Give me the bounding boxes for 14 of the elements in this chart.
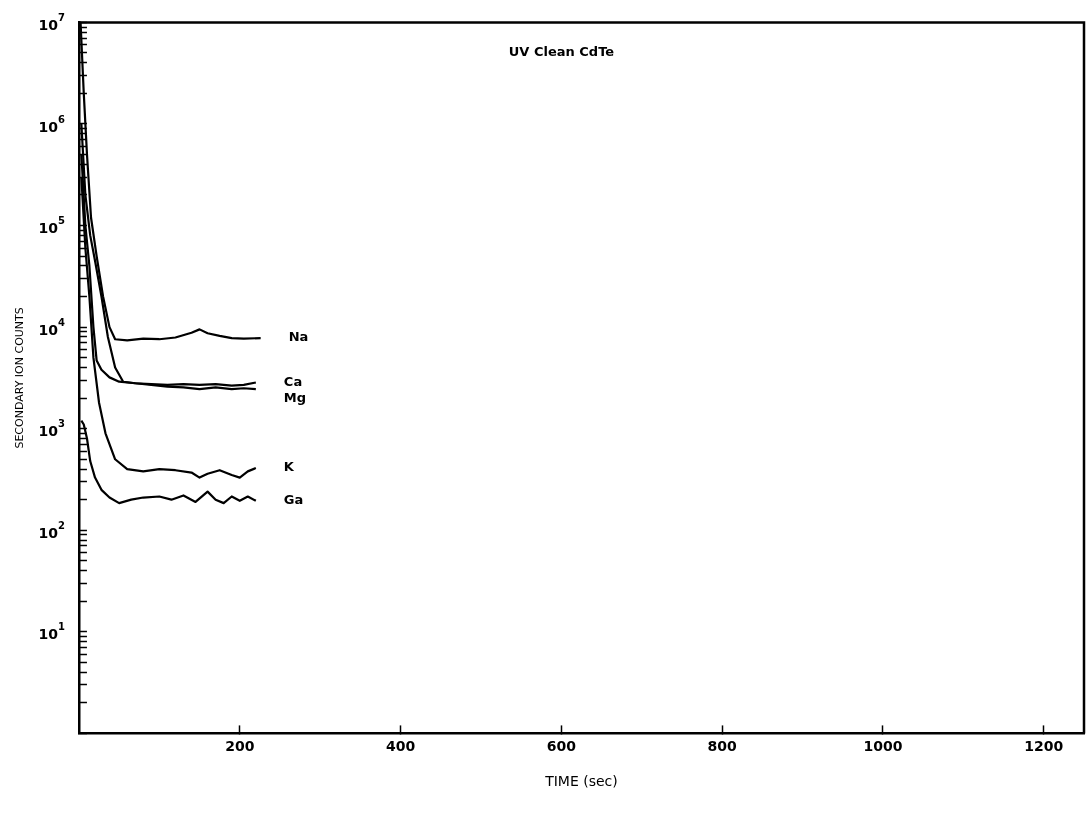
text: Mg xyxy=(283,389,307,405)
text: UV Clean CdTe xyxy=(508,43,615,59)
x-tick-label: 1000 xyxy=(863,738,903,755)
text: K xyxy=(283,459,295,475)
x-tick-label: 1200 xyxy=(1024,738,1064,755)
text: Na xyxy=(288,329,309,345)
text: Ga xyxy=(283,492,304,508)
x-tick-label: 200 xyxy=(225,738,255,755)
y-axis-title: SECONDARY ION COUNTS xyxy=(13,307,27,449)
text: Ca xyxy=(283,373,303,389)
x-tick-label: 600 xyxy=(546,738,577,755)
x-axis-title: TIME (sec) xyxy=(544,773,618,790)
x-tick-label: 800 xyxy=(707,738,738,755)
x-tick-label: 400 xyxy=(385,738,416,755)
